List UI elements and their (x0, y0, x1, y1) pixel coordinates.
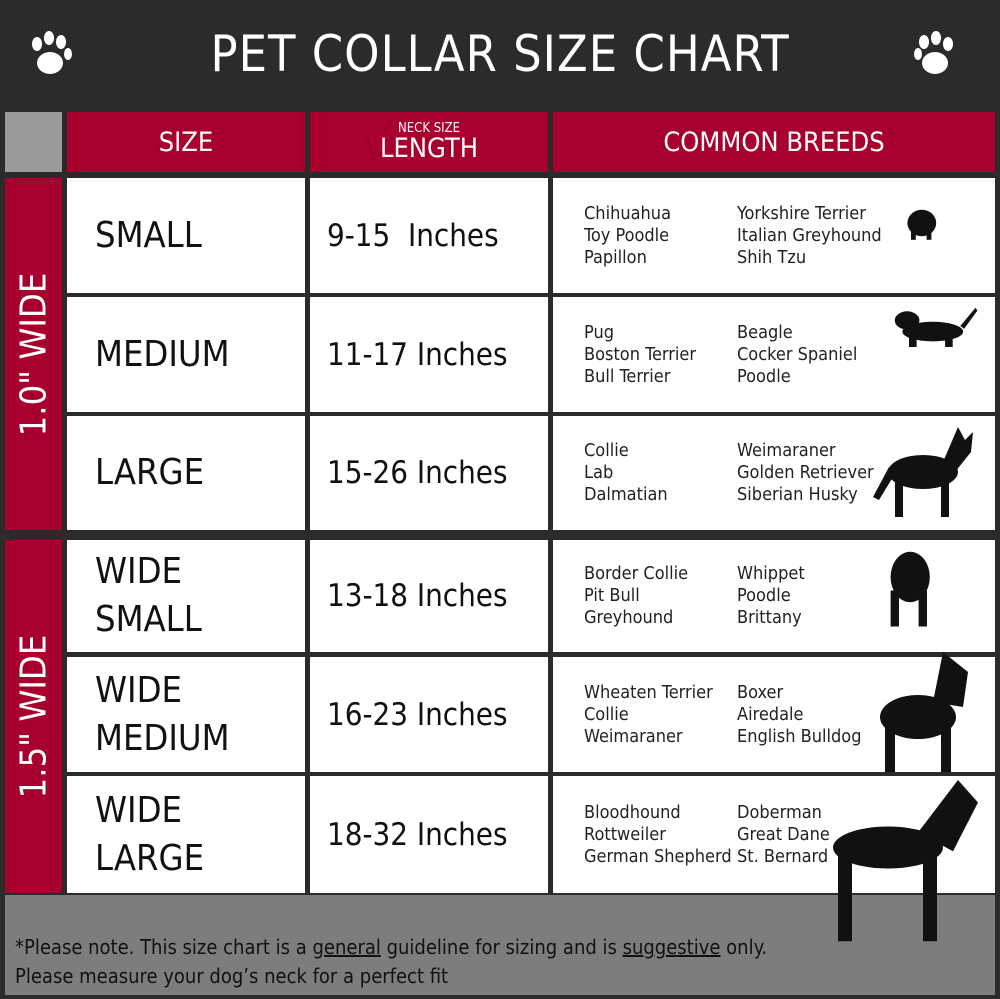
breed-item: Collie (584, 703, 629, 725)
breed-item: Poodle (737, 585, 791, 606)
breeds-cell: Pug Boston Terrier Bull Terrier Beagle Cocke… (553, 297, 995, 412)
breed-item: Boston Terrier (584, 343, 697, 365)
length-cell: 11-17 Inches (310, 297, 548, 412)
size-label: WIDE SMALL (95, 551, 202, 640)
breed-item: Greyhound (584, 607, 674, 628)
breeds-col-1: Border Collie Pit Bull Greyhound (584, 563, 688, 629)
header-length-top: NECK SIZE (398, 120, 460, 136)
breed-item: Italian Greyhound (737, 224, 882, 246)
size-label: MEDIUM (95, 333, 230, 375)
group-band-1in: 1.0" WIDE (5, 178, 62, 530)
paw-icon (914, 31, 953, 74)
header-length: NECK SIZE LENGTH (310, 112, 548, 172)
breeds-col-1: Pug Boston Terrier Bull Terrier (584, 322, 696, 388)
size-label: WIDE LARGE (95, 789, 205, 879)
breed-item: Yorkshire Terrier (737, 202, 866, 224)
dog-silhouette-icon (833, 780, 978, 942)
breed-item: Poodle (737, 365, 791, 387)
breed-item: Brittany (737, 607, 802, 628)
header-size: SIZE (67, 112, 305, 172)
breed-item: Golden Retriever (737, 462, 874, 483)
paw-icon (32, 31, 72, 74)
breed-item: Papillon (584, 246, 647, 268)
breed-item: Bloodhound (584, 801, 681, 823)
page-title: PET COLLAR SIZE CHART (210, 25, 790, 83)
dog-silhouette-icon (907, 209, 937, 240)
header-breeds-label: COMMON BREEDS (663, 126, 885, 158)
breed-item: Lab (584, 462, 614, 483)
dog-silhouette-icon (880, 652, 968, 772)
size-label: WIDE MEDIUM (95, 669, 230, 759)
length-cell: 15-26 Inches (310, 416, 548, 530)
length-cell: 13-18 Inches (310, 540, 548, 652)
length-value: 15-26 Inches (327, 455, 508, 491)
breeds-col-2: Beagle Cocker Spaniel Poodle (737, 322, 857, 388)
size-cell: WIDE SMALL (67, 540, 305, 652)
breed-item: Siberian Husky (737, 484, 858, 505)
breeds-col-2: Doberman Great Dane St. Bernard (737, 802, 830, 868)
breed-item: Bull Terrier (584, 365, 671, 387)
dog-silhouette-icon (894, 307, 978, 347)
group-label: 1.0" WIDE (13, 272, 55, 436)
size-label: SMALL (95, 214, 202, 256)
size-cell: LARGE (67, 416, 305, 530)
breeds-col-1: Chihuahua Toy Poodle Papillon (584, 203, 671, 269)
dog-silhouette-icon (890, 551, 930, 627)
breed-item: Pit Bull (584, 585, 640, 606)
size-cell: WIDE LARGE (67, 776, 305, 893)
breed-item: Beagle (737, 321, 793, 343)
size-cell: WIDE MEDIUM (67, 657, 305, 772)
length-cell: 18-32 Inches (310, 776, 548, 893)
dog-silhouette-icon (873, 427, 973, 517)
footer-note: *Please note. This size chart is a gener… (5, 895, 995, 995)
breed-item: Boxer (737, 681, 784, 703)
breed-item: Doberman (737, 801, 822, 823)
breed-item: English Bulldog (737, 725, 862, 747)
breed-item: St. Bernard (737, 845, 829, 867)
breeds-col-2: Boxer Airedale English Bulldog (737, 682, 861, 748)
breeds-col-2: Yorkshire Terrier Italian Greyhound Shih T… (737, 203, 882, 269)
breed-item: Rottweiler (584, 823, 666, 845)
breeds-col-2: Weimaraner Golden Retriever Siberian Husky (737, 440, 874, 506)
breed-item: Airedale (737, 703, 804, 725)
length-value: 9-15 Inches (327, 217, 499, 254)
length-value: 11-17 Inches (327, 336, 508, 373)
breed-item: German Shepherd (584, 845, 732, 867)
breed-item: Weimaraner (737, 440, 836, 461)
breeds-col-1: Bloodhound Rottweiler German Shepherd (584, 802, 732, 868)
header-length-label: LENGTH (379, 132, 478, 164)
size-label: LARGE (95, 452, 205, 493)
header-breeds: COMMON BREEDS (553, 112, 995, 172)
breed-item: Great Dane (737, 823, 830, 845)
footer-line-2: Please measure your dog’s neck for a per… (15, 964, 449, 988)
length-value: 18-32 Inches (327, 816, 508, 853)
breed-item: Border Collie (584, 563, 689, 584)
breed-item: Pug (584, 321, 614, 343)
footer-line-1: *Please note. This size chart is a gener… (15, 935, 768, 959)
length-cell: 9-15 Inches (310, 178, 548, 293)
group-band-1-5in: 1.5" WIDE (5, 540, 62, 893)
breed-item: Chihuahua (584, 202, 671, 224)
breed-item: Cocker Spaniel (737, 343, 858, 365)
length-value: 13-18 Inches (327, 578, 508, 614)
breed-item: Whippet (737, 563, 805, 584)
length-value: 16-23 Inches (327, 696, 508, 733)
breed-item: Collie (584, 440, 629, 461)
group-label: 1.5" WIDE (13, 634, 55, 799)
header-size-label: SIZE (158, 126, 214, 158)
size-cell: MEDIUM (67, 297, 305, 412)
length-cell: 16-23 Inches (310, 657, 548, 772)
breed-item: Shih Tzu (737, 246, 807, 268)
breed-item: Weimaraner (584, 725, 683, 747)
breed-item: Dalmatian (584, 484, 668, 505)
breed-item: Wheaten Terrier (584, 681, 713, 703)
breeds-col-2: Whippet Poodle Brittany (737, 563, 805, 629)
corner-cell (5, 112, 62, 172)
size-cell: SMALL (67, 178, 305, 293)
breeds-col-1: Wheaten Terrier Collie Weimaraner (584, 682, 713, 748)
breed-item: Toy Poodle (584, 224, 670, 246)
breeds-col-1: Collie Lab Dalmatian (584, 440, 668, 506)
